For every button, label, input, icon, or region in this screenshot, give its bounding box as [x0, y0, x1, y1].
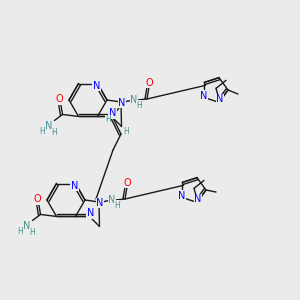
Text: H: H — [40, 127, 45, 136]
Text: O: O — [145, 78, 153, 88]
Text: H: H — [136, 100, 142, 109]
Text: O: O — [123, 178, 131, 188]
Text: N: N — [216, 94, 224, 104]
Text: H: H — [30, 228, 35, 237]
Text: N: N — [118, 98, 126, 108]
Text: O: O — [56, 94, 63, 104]
Text: H: H — [123, 128, 129, 136]
Text: N: N — [109, 109, 116, 118]
Text: H: H — [105, 116, 111, 124]
Text: N: N — [45, 122, 52, 131]
Text: N: N — [71, 181, 78, 190]
Text: N: N — [96, 198, 104, 208]
Text: O: O — [34, 194, 41, 205]
Text: N: N — [178, 190, 185, 201]
Text: N: N — [194, 194, 202, 204]
Text: H: H — [114, 200, 120, 209]
Text: N: N — [200, 91, 207, 100]
Text: N: N — [93, 80, 100, 91]
Text: H: H — [52, 128, 57, 137]
Text: N: N — [23, 221, 30, 232]
Text: N: N — [87, 208, 94, 218]
Text: H: H — [18, 227, 23, 236]
Text: N: N — [130, 95, 138, 105]
Text: N: N — [108, 195, 116, 205]
